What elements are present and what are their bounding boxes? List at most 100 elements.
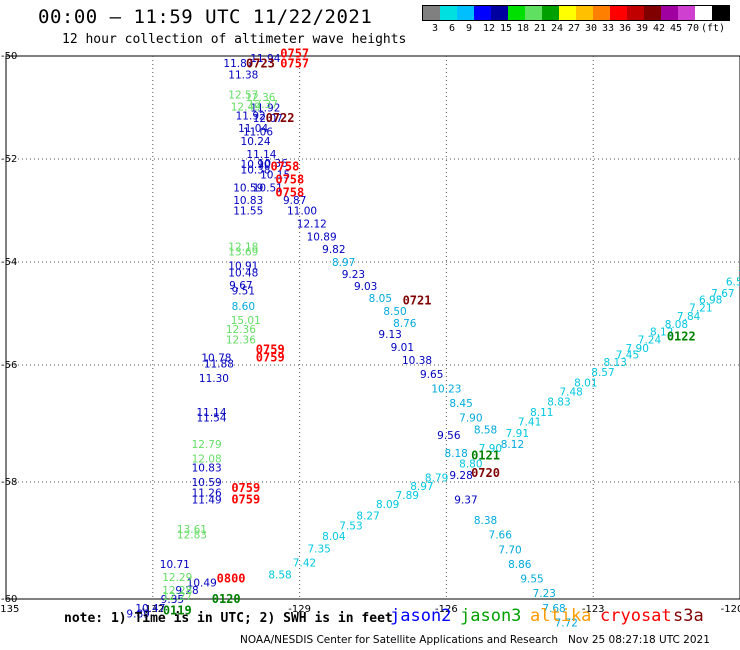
pass-time-label: 0122 (667, 330, 696, 344)
scale-label: 33 (602, 23, 615, 34)
wave-height-label: 9.89 (126, 609, 149, 621)
wave-height-label: 11.49 (192, 495, 222, 507)
wave-height-label: 7.67 (711, 288, 734, 300)
units-note: note: 1) Time is in UTC; 2) SWH is in fe… (64, 611, 393, 626)
wave-height-label: 10.83 (233, 195, 263, 207)
wave-height-label: 10.24 (241, 136, 271, 148)
scale-swatch (576, 6, 593, 20)
wave-height-label: 8.45 (449, 398, 472, 410)
map-subtitle: 12 hour collection of altimeter wave hei… (62, 32, 407, 47)
wave-height-label: 8.27 (356, 510, 379, 522)
wave-height-label: 8.01 (574, 378, 597, 390)
wave-height-label: 10.23 (431, 383, 461, 395)
scale-label: 39 (636, 23, 649, 34)
scale-swatch (610, 6, 627, 20)
pass-time-label: 0121 (471, 449, 500, 463)
lat-tick-label: -58 (1, 477, 17, 488)
wave-height-label: 7.68 (542, 603, 565, 615)
scale-swatch (542, 6, 559, 20)
wave-height-label: 11.87 (223, 58, 253, 70)
wave-height-color-scale: 3 6 9 12 15 18 21 24 27 30 33 36 39 42 45 70 (ft) (422, 5, 730, 35)
wave-height-label: 12.36 (226, 324, 256, 336)
lon-tick-label: -120 (721, 604, 740, 615)
legend-entry-jason3: jason3 (460, 606, 522, 626)
pass-time-label: 0723 (246, 57, 275, 71)
scale-label: 36 (619, 23, 632, 34)
pass-time-label: 0759 (231, 493, 260, 507)
wave-height-label: 9.13 (378, 329, 401, 341)
scale-swatch (593, 6, 610, 20)
wave-height-label: 8.60 (232, 301, 255, 313)
legend-entry-s3a: s3a (673, 606, 704, 626)
wave-height-label: 10.38 (402, 355, 432, 367)
wave-height-label: 11.06 (243, 127, 273, 139)
wave-height-label: 10.47 (135, 603, 165, 615)
wave-height-label: 9.82 (322, 244, 345, 256)
wave-height-label: 7.42 (293, 558, 316, 570)
scale-swatch (678, 6, 695, 20)
lat-tick-label: -56 (1, 360, 17, 371)
scale-label: 70 (687, 23, 700, 34)
wave-height-label: 9.51 (232, 285, 255, 297)
wave-height-label: 11.88 (204, 358, 234, 370)
pass-time-label: 0722 (266, 111, 295, 125)
scale-label: 27 (568, 23, 581, 34)
wave-height-label: 12.49 (231, 101, 261, 113)
legend-entry-cryosat: cryosat (600, 606, 672, 626)
scale-label: 45 (670, 23, 683, 34)
scale-label: (ft) (701, 23, 726, 34)
wave-height-label: 12.28 (162, 585, 192, 597)
wave-height-label: 10.91 (228, 261, 258, 273)
scale-label: 9 (466, 23, 473, 34)
wave-height-label: 11.14 (246, 149, 276, 161)
wave-height-label: 8.57 (591, 367, 614, 379)
pass-time-label: 0721 (403, 294, 432, 308)
wave-height-label: 11.38 (228, 70, 258, 82)
wave-height-label: 9.87 (283, 195, 306, 207)
wave-height-label: 13.69 (228, 247, 258, 259)
scale-label: 12 (483, 23, 496, 34)
lon-tick-label: -129 (288, 604, 311, 615)
wave-height-label: 11.54 (196, 413, 226, 425)
scale-swatch (508, 6, 525, 20)
wave-height-label: 8.76 (393, 318, 417, 330)
map-title: 00:00 – 11:59 UTC 11/22/2021 (38, 6, 373, 28)
wave-height-label: 8.83 (547, 396, 570, 408)
legend-entry-altika: altika (530, 606, 592, 626)
wave-height-label: 7.84 (677, 311, 701, 323)
pass-time-label: 0759 (256, 343, 285, 357)
pass-time-label: 0758 (275, 185, 304, 199)
wave-height-label: 7.23 (533, 588, 556, 600)
wave-height-label: 9.03 (354, 281, 377, 293)
scale-swatch (491, 6, 508, 20)
lon-tick-label: -126 (435, 604, 458, 615)
scale-label: 6 (449, 23, 456, 34)
lat-tick-label: -50 (1, 51, 17, 62)
scale-swatch (644, 6, 661, 20)
color-scale-labels: 3 6 9 12 15 18 21 24 27 30 33 36 39 42 45 70 (ft) (422, 21, 730, 35)
wave-height-label: 8.12 (501, 439, 524, 451)
wave-height-label: 9.35 (161, 594, 184, 606)
wave-height-label: 7.35 (307, 544, 330, 556)
wave-height-label: 12.83 (177, 530, 207, 542)
wave-height-label: 8.50 (383, 306, 406, 318)
lon-tick-label: -132 (141, 604, 164, 615)
wave-height-label: 7.45 (738, 269, 740, 281)
wave-height-label: 6.54 (726, 277, 740, 289)
wave-height-label: 7.66 (489, 530, 513, 542)
wave-height-label: 11.14 (196, 407, 226, 419)
wave-height-label: 10.49 (187, 578, 217, 590)
credit-line: NOAA/NESDIS Center for Satellite Applica… (240, 634, 710, 646)
axis-labels: -135 -132 -129 -126 -123 -120 -50 -52 -54 -56 -58 -… (0, 51, 740, 615)
scale-swatch (474, 6, 491, 20)
wave-height-label: 9.01 (391, 342, 414, 354)
scale-swatch (627, 6, 644, 20)
wave-height-label: 10.83 (192, 462, 222, 474)
wave-height-label: 7.72 (555, 617, 578, 629)
pass-time-label: 0759 (256, 350, 285, 364)
wave-height-label: 7.53 (339, 520, 362, 532)
scale-swatch (457, 6, 474, 20)
wave-height-label: 11.55 (233, 206, 263, 218)
wave-height-label: 10.48 (228, 267, 258, 279)
